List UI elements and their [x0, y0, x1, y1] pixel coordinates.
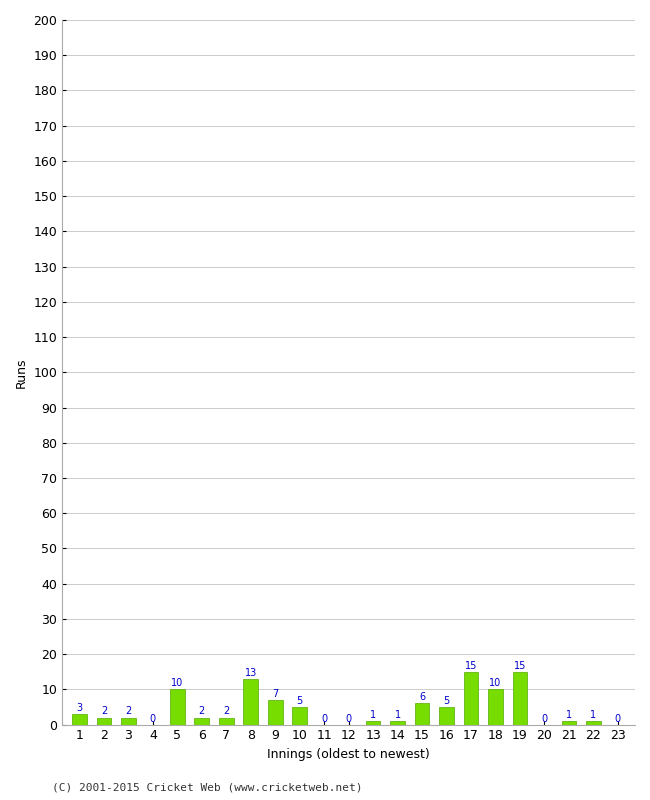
Bar — [243, 678, 258, 725]
Bar — [390, 721, 405, 725]
Text: 2: 2 — [223, 706, 229, 717]
Text: 13: 13 — [244, 668, 257, 678]
Text: 5: 5 — [296, 696, 303, 706]
Y-axis label: Runs: Runs — [15, 357, 28, 387]
Text: 0: 0 — [541, 714, 547, 723]
Text: 1: 1 — [590, 710, 597, 720]
Bar — [292, 707, 307, 725]
Bar — [562, 721, 577, 725]
Text: 2: 2 — [101, 706, 107, 717]
Text: 1: 1 — [395, 710, 400, 720]
Text: 3: 3 — [76, 703, 83, 713]
Text: 2: 2 — [199, 706, 205, 717]
Text: 7: 7 — [272, 689, 278, 699]
Bar — [415, 703, 430, 725]
Bar — [513, 672, 527, 725]
Text: 6: 6 — [419, 692, 425, 702]
Text: 10: 10 — [489, 678, 502, 688]
Bar — [268, 700, 283, 725]
Bar — [72, 714, 86, 725]
Text: 0: 0 — [321, 714, 327, 723]
Text: 0: 0 — [150, 714, 156, 723]
Text: 15: 15 — [465, 661, 477, 670]
Bar — [219, 718, 233, 725]
Bar — [194, 718, 209, 725]
Text: 0: 0 — [615, 714, 621, 723]
Bar — [121, 718, 136, 725]
Text: 0: 0 — [346, 714, 352, 723]
Bar — [488, 690, 503, 725]
Bar — [170, 690, 185, 725]
Text: 1: 1 — [566, 710, 572, 720]
Text: 5: 5 — [443, 696, 450, 706]
X-axis label: Innings (oldest to newest): Innings (oldest to newest) — [267, 748, 430, 761]
Bar — [97, 718, 111, 725]
Text: 2: 2 — [125, 706, 131, 717]
Bar — [463, 672, 478, 725]
Text: 1: 1 — [370, 710, 376, 720]
Text: 10: 10 — [171, 678, 183, 688]
Text: 15: 15 — [514, 661, 526, 670]
Text: (C) 2001-2015 Cricket Web (www.cricketweb.net): (C) 2001-2015 Cricket Web (www.cricketwe… — [52, 782, 363, 792]
Bar — [439, 707, 454, 725]
Bar — [366, 721, 380, 725]
Bar — [586, 721, 601, 725]
